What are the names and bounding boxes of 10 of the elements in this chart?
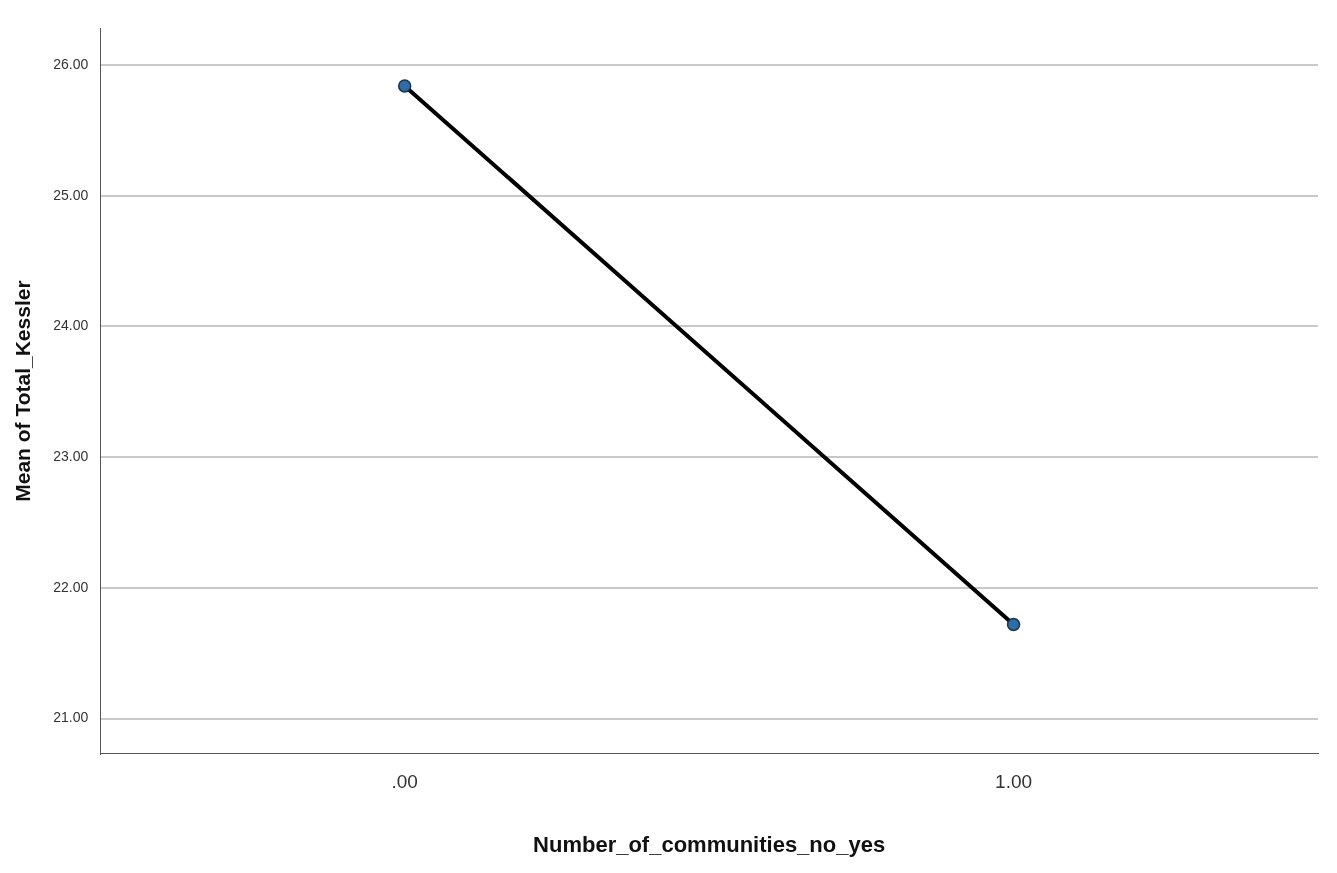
y-tick-label: 22.00: [53, 578, 89, 595]
y-tick-label: 25.00: [53, 186, 89, 203]
x-tick-label: .00: [391, 771, 418, 793]
y-tick-label: 21.00: [53, 709, 89, 726]
y-tick-label: 23.00: [53, 447, 89, 464]
x-tick-label: 1.00: [995, 771, 1033, 793]
y-tick-label: 24.00: [53, 317, 89, 334]
y-tick-label: 26.00: [53, 55, 89, 72]
x-axis-title: Number_of_communities_no_yes: [533, 831, 886, 857]
y-axis-title: Mean of Total_Kessler: [11, 280, 35, 502]
